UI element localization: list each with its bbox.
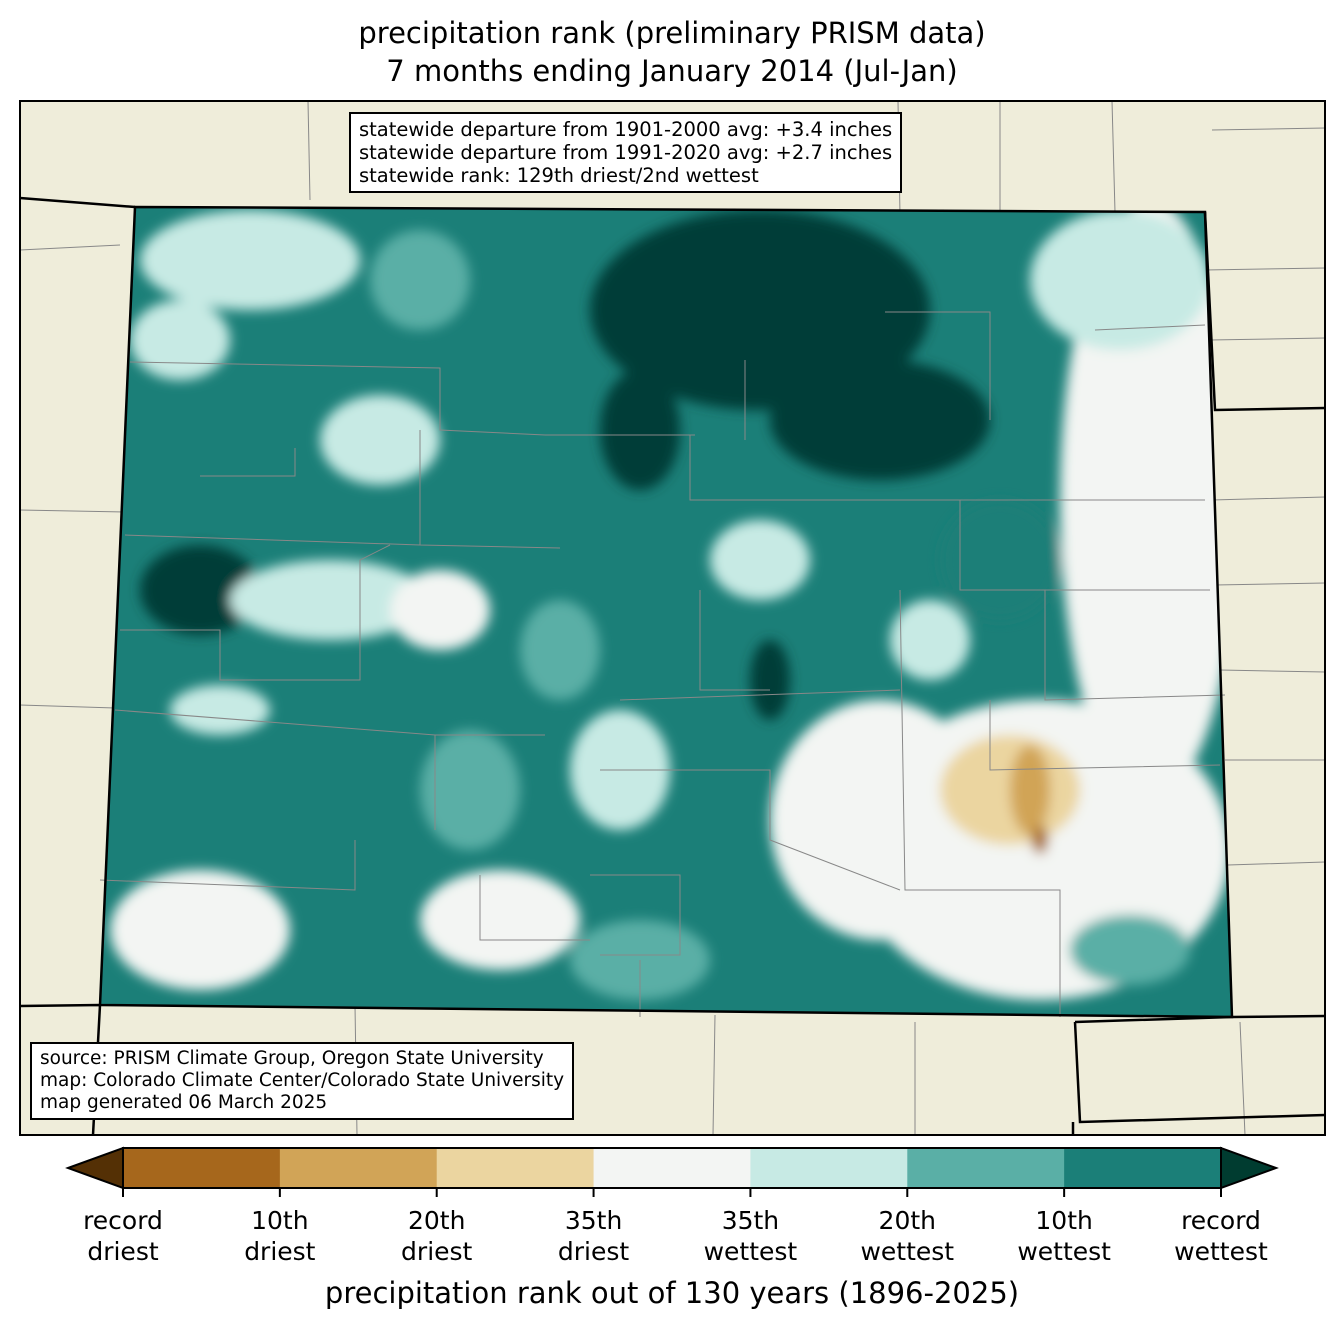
colorbar-tick-label-line: wettest [1017, 1237, 1111, 1266]
colorbar-tick-label-line: 20th [407, 1206, 466, 1235]
colorbar-bin [436, 1148, 595, 1188]
colorbar-tick-label: 20th driest [367, 1205, 507, 1267]
colorbar-bin [593, 1148, 751, 1188]
colorbar-outline [122, 1147, 1222, 1189]
colorbar-tick-label: record wettest [1151, 1205, 1291, 1267]
colorbar-tick-label: 35th wettest [680, 1205, 820, 1267]
colorbar-bin [907, 1148, 1065, 1188]
colorbar-tick-label-line: record [83, 1206, 163, 1235]
colorbar-tick-label: 10th driest [210, 1205, 350, 1267]
source-line-1: source: PRISM Climate Group, Oregon Stat… [40, 1048, 544, 1069]
colorbar-title: precipitation rank out of 130 years (189… [324, 1276, 1020, 1310]
colorbar-tick-label-line: 10th [251, 1206, 309, 1235]
colorbar-tick-label: 10th wettest [994, 1205, 1134, 1267]
colorbar-tick-label-line: 20th [878, 1206, 937, 1235]
colorbar-tick-label-line: driest [87, 1237, 159, 1266]
colorbar-tick-label-line: driest [401, 1237, 473, 1266]
colorbar-under-triangle [65, 1146, 124, 1190]
colorbar-bin [750, 1148, 908, 1188]
colorbar [65, 1146, 1279, 1197]
colorbar-tick-label: 20th wettest [837, 1205, 977, 1267]
colorbar-tick-label-line: 35th [721, 1206, 780, 1235]
map-frame [19, 100, 1326, 1136]
colorbar-tick-label-line: 35th [564, 1206, 623, 1235]
title-line-1: precipitation rank (preliminary PRISM da… [358, 16, 986, 50]
colorbar-over-triangle [1220, 1146, 1279, 1190]
county-lines-outside [19, 100, 1326, 1136]
colorbar-bin [123, 1148, 281, 1188]
colorbar-tick-label-line: record [1181, 1206, 1261, 1235]
colorbar-tick-label: 35th driest [524, 1205, 664, 1267]
county-lines [99, 311, 1226, 1017]
colorbar-tick-label-line: driest [244, 1237, 316, 1266]
colorbar-bin [1064, 1148, 1222, 1188]
colorbar-tick-label-line: 10th [1035, 1206, 1093, 1235]
colorbar-tick-label-line: wettest [703, 1237, 798, 1266]
colorbar-bin [279, 1148, 438, 1188]
colorbar-tick-label: record driest [53, 1205, 193, 1267]
stats-line-1: statewide departure from 1901-2000 avg: … [359, 118, 893, 141]
colorbar-tick-label-line: wettest [860, 1237, 955, 1266]
state-borders [19, 196, 1326, 1136]
colorado-rank-fill [100, 207, 1232, 1017]
source-box: source: PRISM Climate Group, Oregon Stat… [30, 1042, 575, 1120]
source-line-3: map generated 06 March 2025 [40, 1092, 328, 1113]
stats-line-3: statewide rank: 129th driest/2nd wettest [359, 164, 759, 187]
colorbar-tick-label-line: wettest [1174, 1237, 1268, 1266]
colorbar-tick-label-line: driest [557, 1237, 630, 1266]
title-line-2: 7 months ending January 2014 (Jul-Jan) [386, 54, 958, 88]
stats-line-2: statewide departure from 1991-2020 avg: … [359, 141, 893, 164]
statewide-stats-box: statewide departure from 1901-2000 avg: … [349, 112, 903, 193]
source-line-2: map: Colorado Climate Center/Colorado St… [40, 1070, 565, 1091]
